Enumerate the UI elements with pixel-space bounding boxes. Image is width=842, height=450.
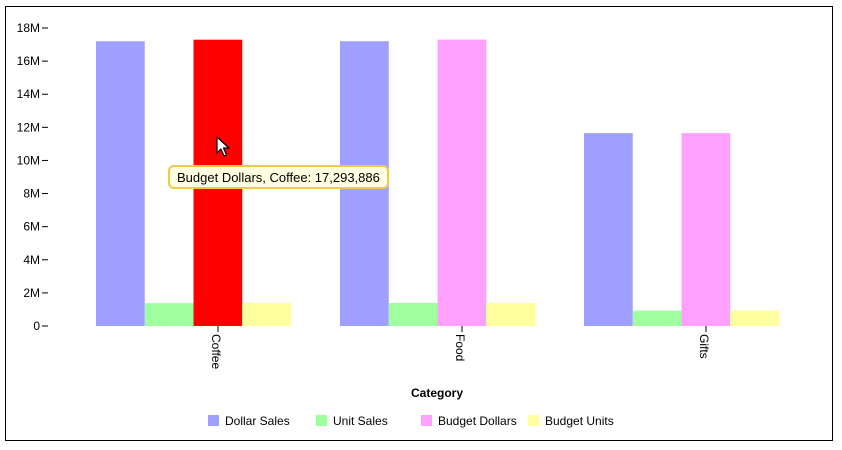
y-tick-label: 12M: [17, 120, 40, 134]
x-tick-label: Food: [453, 334, 467, 361]
x-tick-label: Gifts: [697, 334, 711, 359]
y-tick-label: 4M: [23, 253, 40, 267]
legend-item-dollar-sales[interactable]: Dollar Sales: [208, 414, 290, 428]
legend-swatch: [208, 415, 219, 426]
bar-unit-sales-gifts[interactable]: [632, 310, 682, 326]
y-tick-label: 0: [33, 319, 40, 333]
bar-dollar-sales-gifts[interactable]: [584, 133, 633, 326]
bar-unit-sales-coffee[interactable]: [144, 303, 194, 326]
legend-swatch: [316, 415, 327, 426]
legend-label: Budget Dollars: [438, 414, 517, 428]
x-tick-label: Coffee: [209, 334, 223, 369]
legend-item-unit-sales[interactable]: Unit Sales: [316, 414, 388, 428]
bar-budget-dollars-gifts[interactable]: [681, 133, 731, 326]
y-tick-label: 10M: [17, 153, 40, 167]
bar-budget-dollars-food[interactable]: [437, 39, 487, 326]
y-tick-label: 14M: [17, 87, 40, 101]
y-tick-label: 2M: [23, 286, 40, 300]
bar-dollar-sales-coffee[interactable]: [96, 41, 145, 326]
y-tick-label: 16M: [17, 54, 40, 68]
legend-label: Unit Sales: [333, 414, 388, 428]
bar-budget-units-gifts[interactable]: [730, 310, 779, 326]
data-tooltip: Budget Dollars, Coffee: 17,293,886: [168, 165, 389, 189]
legend-item-budget-dollars[interactable]: Budget Dollars: [421, 414, 517, 428]
legend-swatch: [528, 415, 539, 426]
x-axis-title: Category: [411, 386, 463, 400]
y-tick-label: 8M: [23, 187, 40, 201]
y-tick-label: 18M: [17, 21, 40, 35]
legend-label: Dollar Sales: [225, 414, 290, 428]
arrow-pointer-icon: [216, 136, 230, 157]
bar-budget-units-coffee[interactable]: [242, 302, 291, 326]
y-tick-label: 6M: [23, 220, 40, 234]
bar-budget-units-food[interactable]: [486, 302, 535, 326]
legend-item-budget-units[interactable]: Budget Units: [528, 414, 614, 428]
legend-label: Budget Units: [545, 414, 614, 428]
bar-unit-sales-food[interactable]: [388, 302, 438, 326]
legend-swatch: [421, 415, 432, 426]
